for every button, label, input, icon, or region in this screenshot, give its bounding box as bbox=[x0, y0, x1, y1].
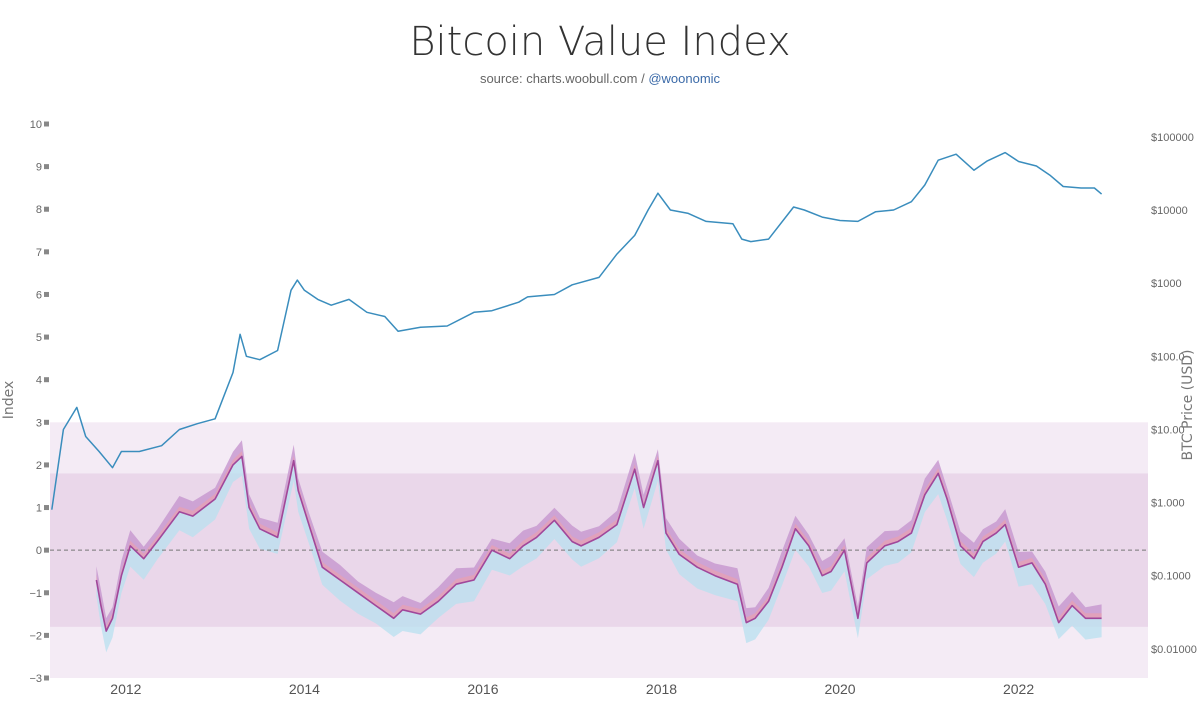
left-tick-mark bbox=[44, 291, 49, 297]
left-tick-mark bbox=[44, 377, 49, 383]
left-tick-label: 6 bbox=[36, 289, 42, 301]
source-prefix: source: charts.woobull.com / bbox=[480, 71, 648, 86]
left-tick-label: 7 bbox=[36, 247, 42, 259]
left-tick-mark bbox=[44, 547, 49, 553]
left-tick-label: 0 bbox=[36, 545, 42, 557]
right-tick-label: $0.1000 bbox=[1151, 571, 1191, 583]
x-tick-label: 2014 bbox=[289, 681, 320, 697]
index-lower-envelope bbox=[96, 456, 1102, 653]
left-tick-mark bbox=[44, 419, 49, 425]
right-tick-label: $1.000 bbox=[1151, 498, 1185, 510]
x-tick-label: 2022 bbox=[1003, 681, 1034, 697]
left-tick-label: −2 bbox=[29, 630, 42, 642]
right-tick-label: $10000 bbox=[1151, 205, 1188, 217]
right-tick-label: $0.01000 bbox=[1151, 644, 1197, 656]
index-envelope bbox=[96, 440, 1102, 653]
left-tick-label: 5 bbox=[36, 332, 42, 344]
x-tick-label: 2012 bbox=[110, 681, 141, 697]
left-tick-mark bbox=[44, 164, 49, 170]
source-handle-link[interactable]: @woonomic bbox=[648, 71, 720, 86]
left-tick-mark bbox=[44, 334, 49, 340]
left-tick-mark bbox=[44, 462, 49, 468]
chart-title: Bitcoin Value Index bbox=[409, 19, 790, 65]
left-tick-label: 3 bbox=[36, 417, 42, 429]
chart-subtitle: source: charts.woobull.com / @woonomic bbox=[480, 71, 721, 86]
left-tick-mark bbox=[44, 632, 49, 638]
left-tick-label: 8 bbox=[36, 204, 42, 216]
x-tick-label: 2018 bbox=[646, 681, 677, 697]
right-tick-label: $100000 bbox=[1151, 132, 1194, 144]
left-tick-label: −3 bbox=[29, 673, 42, 685]
right-axis-ticks: $100000 $10000 $1000 $100.0 $10.00 $1.000 $0.1… bbox=[1151, 132, 1197, 656]
left-tick-mark bbox=[44, 675, 49, 681]
left-tick-mark bbox=[44, 249, 49, 255]
left-tick-label: 9 bbox=[36, 162, 42, 174]
left-tick-label: 4 bbox=[36, 375, 42, 387]
left-tick-mark bbox=[44, 505, 49, 511]
left-tick-label: 10 bbox=[30, 119, 42, 131]
left-tick-mark bbox=[44, 590, 49, 596]
right-tick-label: $100.0 bbox=[1151, 351, 1185, 363]
right-tick-label: $10.00 bbox=[1151, 424, 1185, 436]
left-tick-mark bbox=[44, 206, 49, 212]
left-tick-mark bbox=[44, 121, 49, 127]
x-tick-label: 2016 bbox=[467, 681, 498, 697]
series-lines bbox=[51, 151, 1103, 632]
series-line-index bbox=[95, 455, 1102, 632]
right-tick-label: $1000 bbox=[1151, 278, 1182, 290]
x-axis-ticks: 2012 2014 2016 2018 2020 2022 bbox=[110, 681, 1034, 697]
right-axis-title: BTC Price (USD) bbox=[1180, 349, 1196, 460]
left-tick-label: 1 bbox=[36, 503, 42, 515]
left-tick-label: −1 bbox=[29, 588, 42, 600]
x-tick-label: 2020 bbox=[824, 681, 855, 697]
series-line-btc-price bbox=[51, 151, 1103, 510]
left-tick-label: 2 bbox=[36, 460, 42, 472]
left-axis-title: Index bbox=[1, 381, 17, 420]
